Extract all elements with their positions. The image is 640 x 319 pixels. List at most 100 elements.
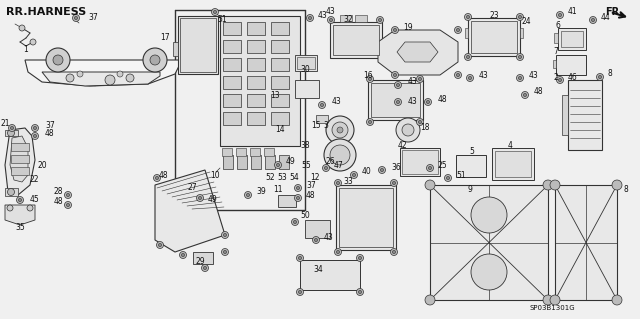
Bar [223, 22, 241, 35]
Circle shape [72, 14, 79, 21]
Circle shape [419, 78, 422, 81]
Circle shape [392, 182, 396, 185]
Bar [271, 94, 289, 107]
Circle shape [181, 253, 184, 256]
Bar [271, 76, 289, 89]
Text: RR.HARNESS: RR.HARNESS [6, 7, 86, 17]
Bar [278, 195, 296, 207]
Text: 28: 28 [53, 188, 63, 197]
Text: 43: 43 [332, 98, 342, 107]
Circle shape [117, 71, 123, 77]
Circle shape [105, 75, 115, 85]
Bar [180, 18, 216, 72]
Bar [295, 55, 317, 71]
Circle shape [159, 243, 161, 247]
Circle shape [598, 75, 602, 78]
Text: 1: 1 [24, 46, 28, 55]
Bar [11, 167, 29, 175]
Circle shape [126, 74, 134, 82]
Text: 6: 6 [556, 20, 561, 29]
Text: 39: 39 [256, 188, 266, 197]
Circle shape [246, 193, 250, 197]
Circle shape [314, 238, 317, 241]
Bar [492, 148, 534, 180]
Circle shape [380, 168, 383, 172]
Text: 12: 12 [310, 174, 320, 182]
Text: 10: 10 [211, 170, 220, 180]
Circle shape [402, 124, 414, 136]
Bar [330, 22, 382, 58]
Circle shape [337, 127, 343, 133]
Bar [251, 155, 261, 169]
Bar [305, 220, 330, 238]
Bar [271, 112, 289, 125]
Circle shape [67, 204, 70, 207]
Text: 37: 37 [88, 13, 98, 23]
Bar [223, 112, 241, 125]
Circle shape [157, 241, 163, 249]
Circle shape [7, 205, 13, 211]
Circle shape [17, 197, 24, 204]
Bar [223, 76, 241, 89]
Text: 26: 26 [325, 158, 335, 167]
Text: 35: 35 [15, 224, 25, 233]
Circle shape [326, 116, 354, 144]
Bar [247, 112, 265, 125]
Text: 45: 45 [30, 196, 40, 204]
Polygon shape [397, 42, 438, 62]
Circle shape [65, 202, 72, 209]
Circle shape [367, 118, 374, 125]
Text: 48: 48 [438, 95, 447, 105]
Circle shape [396, 84, 399, 86]
Circle shape [351, 172, 358, 179]
Bar [264, 148, 274, 156]
Bar [316, 115, 328, 123]
Text: 43: 43 [318, 11, 328, 19]
Polygon shape [5, 205, 35, 225]
Circle shape [46, 48, 70, 72]
Circle shape [298, 256, 301, 260]
Circle shape [332, 122, 348, 138]
Circle shape [77, 71, 83, 77]
Circle shape [213, 11, 216, 14]
Text: 23: 23 [489, 11, 499, 20]
Circle shape [8, 189, 15, 196]
Circle shape [10, 126, 13, 130]
Text: 19: 19 [403, 24, 413, 33]
Circle shape [30, 39, 36, 45]
Bar [223, 94, 241, 107]
Polygon shape [155, 170, 225, 252]
Circle shape [353, 174, 356, 177]
Circle shape [66, 74, 74, 82]
Circle shape [198, 197, 202, 200]
Circle shape [447, 176, 449, 180]
Circle shape [150, 55, 160, 65]
Text: 48: 48 [158, 170, 168, 180]
Bar [520, 28, 523, 38]
Polygon shape [5, 128, 35, 195]
Bar [237, 155, 247, 169]
Text: 48: 48 [534, 87, 543, 97]
Circle shape [298, 290, 301, 293]
Polygon shape [42, 72, 160, 86]
Circle shape [390, 249, 397, 256]
Bar [178, 16, 218, 74]
Circle shape [543, 180, 553, 190]
Circle shape [358, 256, 362, 260]
Bar [11, 155, 29, 163]
Text: 50: 50 [300, 211, 310, 219]
Circle shape [323, 165, 330, 172]
Circle shape [456, 73, 460, 77]
Circle shape [394, 73, 397, 77]
Circle shape [518, 77, 522, 79]
Circle shape [321, 103, 324, 107]
Bar [400, 148, 440, 176]
Bar [556, 55, 586, 75]
Circle shape [518, 56, 522, 59]
Circle shape [296, 288, 303, 295]
Circle shape [67, 193, 70, 197]
Circle shape [367, 76, 374, 83]
Bar [468, 18, 520, 56]
Circle shape [335, 249, 342, 256]
Circle shape [392, 71, 399, 78]
